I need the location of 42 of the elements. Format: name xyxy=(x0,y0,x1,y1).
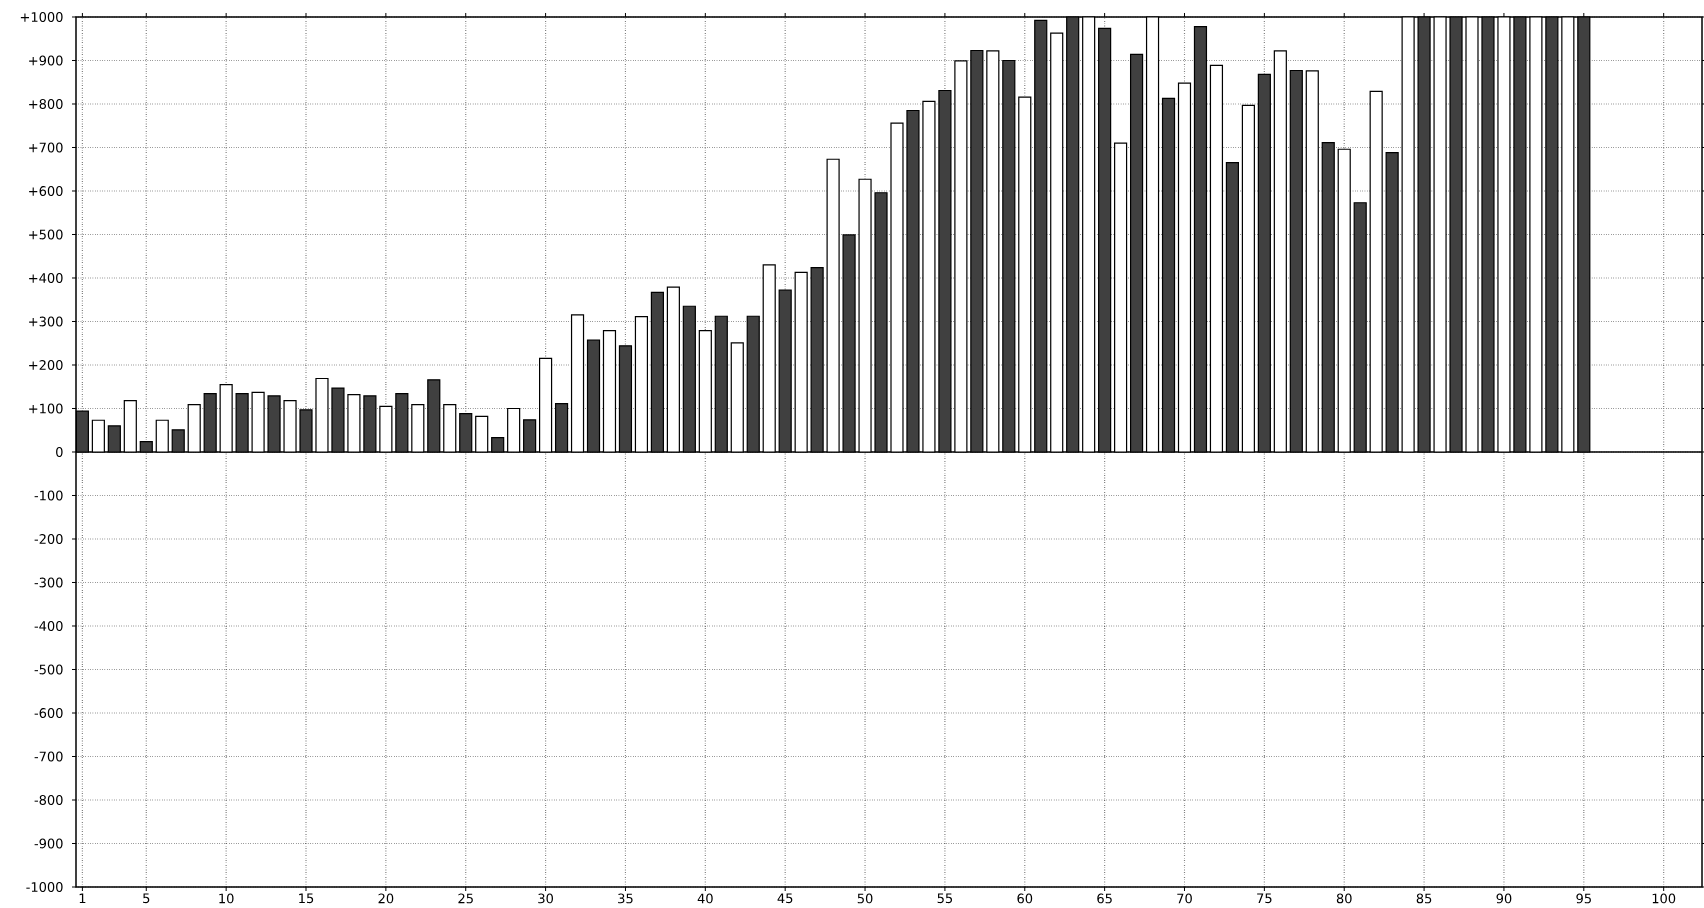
y-tick-label: +500 xyxy=(29,229,63,240)
y-tick-label: -800 xyxy=(34,795,63,805)
y-tick-label: -100 xyxy=(34,490,63,501)
y-tick-label: +300 xyxy=(29,316,63,327)
y-tick-label: -300 xyxy=(34,577,63,588)
x-tick-label: 95 xyxy=(1576,893,1591,904)
x-tick-label: 30 xyxy=(538,893,553,904)
x-tick-label: 90 xyxy=(1496,893,1512,904)
x-tick-label: 80 xyxy=(1336,893,1352,904)
y-tick-label: +100 xyxy=(29,403,63,414)
x-tick-label: 15 xyxy=(299,893,314,904)
x-tick-label: 45 xyxy=(777,893,793,904)
y-tick-label: +600 xyxy=(29,186,63,196)
y-tick-label: 0 xyxy=(56,447,63,457)
x-tick-label: 25 xyxy=(458,893,473,904)
y-tick-label: +800 xyxy=(29,99,63,109)
y-tick-label: -500 xyxy=(34,664,63,675)
y-tick-label: +1000 xyxy=(20,12,63,22)
y-tick-label: +700 xyxy=(29,142,63,153)
x-tick-label: 60 xyxy=(1017,893,1033,904)
x-tick-label: 1 xyxy=(79,893,86,904)
x-tick-label: 10 xyxy=(219,893,234,904)
x-tick-label: 35 xyxy=(618,893,633,904)
y-tick-label: -400 xyxy=(34,621,63,631)
x-tick-label: 20 xyxy=(378,893,394,904)
x-tick-label: 85 xyxy=(1416,893,1432,904)
x-tick-label: 100 xyxy=(1652,893,1676,904)
y-tick-label: +900 xyxy=(29,55,63,66)
x-tick-label: 50 xyxy=(857,893,873,904)
y-tick-label: +200 xyxy=(29,360,63,370)
y-tick-label: -700 xyxy=(34,751,63,762)
y-tick-label: -200 xyxy=(34,534,63,544)
x-tick-label: 5 xyxy=(143,893,150,904)
x-tick-label: 40 xyxy=(697,893,713,904)
x-tick-label: 65 xyxy=(1097,893,1112,904)
x-tick-label: 55 xyxy=(937,893,953,904)
y-tick-label: -1000 xyxy=(26,882,63,892)
x-tick-label: 70 xyxy=(1177,893,1192,904)
y-tick-label: +400 xyxy=(29,273,63,283)
x-tick-label: 75 xyxy=(1257,893,1272,904)
y-tick-label: -900 xyxy=(34,838,63,849)
y-tick-label: -600 xyxy=(34,708,63,718)
